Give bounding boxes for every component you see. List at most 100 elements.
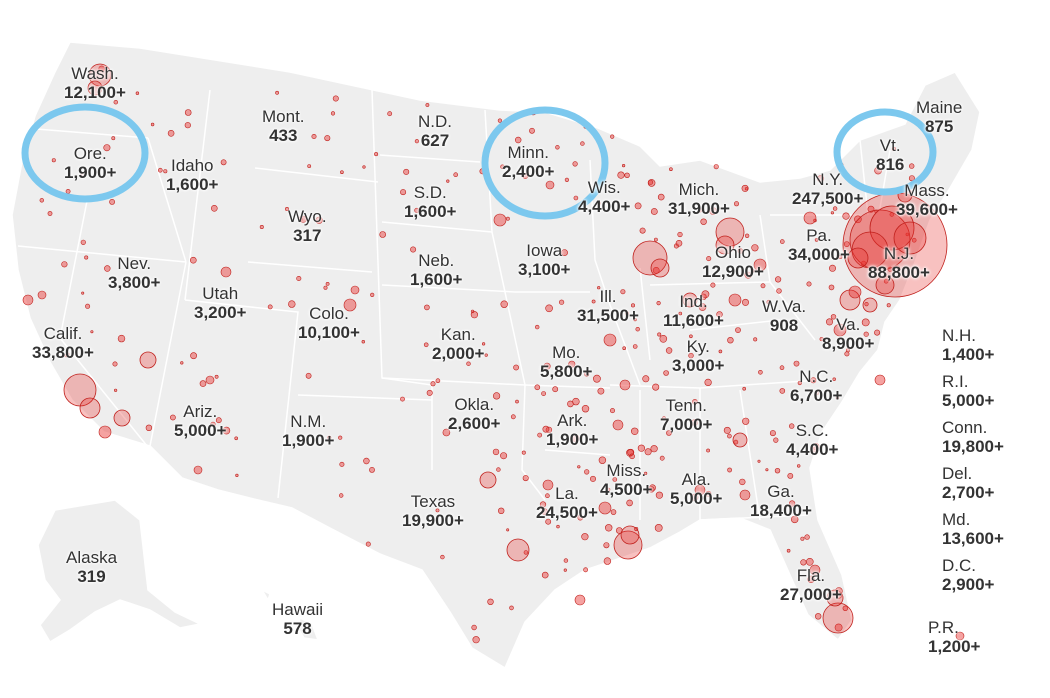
case-bubble (453, 172, 459, 177)
case-bubble (323, 285, 328, 290)
case-bubble (542, 479, 554, 491)
case-bubble (874, 374, 886, 386)
case-bubble (220, 159, 227, 166)
case-bubble (822, 602, 854, 634)
case-bubble (163, 169, 168, 174)
state-border-line (147, 137, 187, 263)
case-bubble (593, 374, 601, 383)
state-label-ky: Ky. 3,000+ (672, 337, 725, 375)
state-label-ok: Okla. 2,600+ (448, 395, 501, 433)
case-bubble (637, 444, 646, 452)
state-label-mi: Mich. 31,900+ (668, 180, 730, 218)
case-bubble (757, 459, 761, 463)
case-bubble (113, 409, 131, 427)
case-bubble (589, 475, 596, 482)
case-bubble (639, 227, 646, 234)
state-label-ma: Mass. 39,600+ (896, 181, 958, 219)
case-bubble (487, 598, 494, 605)
case-bubble (694, 484, 706, 496)
case-bubble (691, 419, 698, 426)
case-bubble (558, 299, 565, 305)
case-bubble (423, 342, 429, 348)
case-bubble (715, 235, 735, 255)
case-bubble (819, 337, 824, 342)
case-bubble (400, 396, 405, 402)
case-bubble (659, 455, 665, 461)
case-bubble (563, 558, 569, 563)
side-label-pr: P.R. 1,200+ (928, 618, 981, 656)
case-bubble (580, 141, 585, 146)
case-bubble (691, 493, 699, 501)
side-label-dc: D.C. 2,900+ (942, 556, 995, 594)
state-border-line (379, 154, 481, 163)
case-bubble (568, 360, 576, 368)
case-bubble (572, 161, 578, 167)
case-bubble (706, 448, 711, 453)
case-bubble (363, 457, 370, 465)
case-bubble (90, 330, 94, 334)
case-bubble (715, 217, 745, 247)
state-border-line (254, 167, 379, 183)
case-bubble (338, 435, 343, 440)
case-bubble (803, 211, 817, 225)
case-bubble (472, 636, 480, 644)
case-bubble (340, 170, 344, 174)
case-bubble (80, 239, 86, 245)
state-label-hi: Hawaii 578 (272, 600, 324, 638)
case-bubble (806, 281, 812, 287)
state-border-line (247, 261, 373, 273)
case-bubble (113, 388, 118, 392)
case-bubble (205, 375, 215, 385)
case-bubble (632, 344, 638, 349)
case-bubble (552, 386, 559, 393)
case-bubble (145, 424, 153, 431)
case-bubble (500, 300, 508, 308)
case-bubble (656, 301, 661, 306)
highlight-ring-minnesota (481, 106, 609, 220)
case-bubble (835, 592, 843, 599)
case-bubble (555, 145, 560, 150)
case-bubble (663, 370, 669, 376)
state-border-line (23, 127, 149, 139)
case-bubble (689, 334, 693, 339)
case-bubble (659, 334, 668, 343)
case-bubble (800, 536, 805, 541)
side-label-nh: N.H. 1,400+ (942, 326, 995, 364)
state-label-il: Ill. 31,500+ (577, 287, 639, 325)
case-bubble (796, 464, 801, 468)
case-bubble (739, 489, 751, 501)
case-bubble (435, 378, 441, 384)
case-bubble (167, 130, 175, 137)
case-bubble (733, 201, 739, 207)
case-bubble (779, 388, 786, 394)
case-bubble (492, 448, 500, 456)
state-label-ak: Alaska 319 (66, 548, 118, 586)
case-bubble (727, 337, 734, 344)
case-bubble (788, 500, 796, 507)
case-bubble (330, 111, 336, 116)
case-bubble (678, 311, 683, 316)
case-bubble (630, 427, 639, 435)
case-bubble (361, 340, 365, 344)
case-bubble (621, 164, 626, 168)
case-bubble (741, 184, 749, 192)
case-bubble (776, 288, 782, 294)
case-bubble (577, 514, 584, 521)
case-bubble (190, 256, 197, 264)
case-bubble (482, 342, 486, 346)
state-label-wi: Wis. 4,400+ (578, 178, 631, 216)
case-bubble (577, 465, 581, 469)
state-label-co: Colo. 10,100+ (298, 304, 360, 342)
case-bubble (863, 331, 869, 337)
case-bubble (908, 163, 915, 169)
case-bubble (788, 423, 795, 429)
case-bubble (716, 311, 723, 318)
case-bubble (430, 381, 436, 387)
case-bubble (629, 453, 635, 460)
case-bubble (545, 493, 550, 499)
case-bubble (543, 362, 551, 370)
case-bubble (617, 171, 625, 179)
state-border-line (381, 377, 526, 386)
case-bubble (790, 515, 799, 524)
case-bubble (758, 369, 763, 375)
